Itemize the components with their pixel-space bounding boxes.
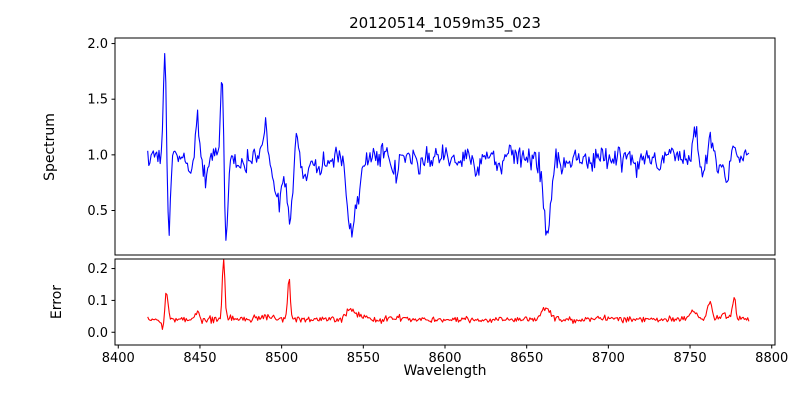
spectrum-line — [147, 52, 750, 241]
x-tick-label: 8400 — [102, 351, 135, 366]
x-tick-label: 8500 — [265, 351, 298, 366]
x-tick-label: 8600 — [428, 351, 461, 366]
error-axes-frame — [114, 258, 776, 346]
x-tick-label: 8800 — [755, 351, 788, 366]
spectrum-axes-frame — [114, 37, 776, 256]
spectrum-y-tick-label: 2.0 — [87, 37, 108, 52]
spectrum-y-tick-label: 1.0 — [87, 148, 108, 163]
spectrum-y-tick-label: 0.5 — [87, 204, 108, 219]
error-y-axis-label: Error — [49, 284, 65, 320]
spectrum-y-axis-label: Spectrum — [42, 113, 58, 181]
error-y-tick-label: 0.2 — [87, 262, 108, 277]
error-line — [147, 259, 750, 330]
spectrum-y-tick-label: 1.5 — [87, 93, 108, 108]
x-tick-label: 8750 — [674, 351, 707, 366]
x-tick-label: 8550 — [347, 351, 380, 366]
error-y-tick-label: 0.1 — [87, 294, 108, 309]
x-tick-label: 8700 — [592, 351, 625, 366]
error-y-tick-label: 0.0 — [87, 326, 108, 341]
x-tick-label: 8450 — [183, 351, 216, 366]
x-tick-label: 8650 — [510, 351, 543, 366]
x-axis-label: Wavelength — [403, 363, 487, 379]
chart-title: 20120514_1059m35_023 — [349, 14, 541, 32]
